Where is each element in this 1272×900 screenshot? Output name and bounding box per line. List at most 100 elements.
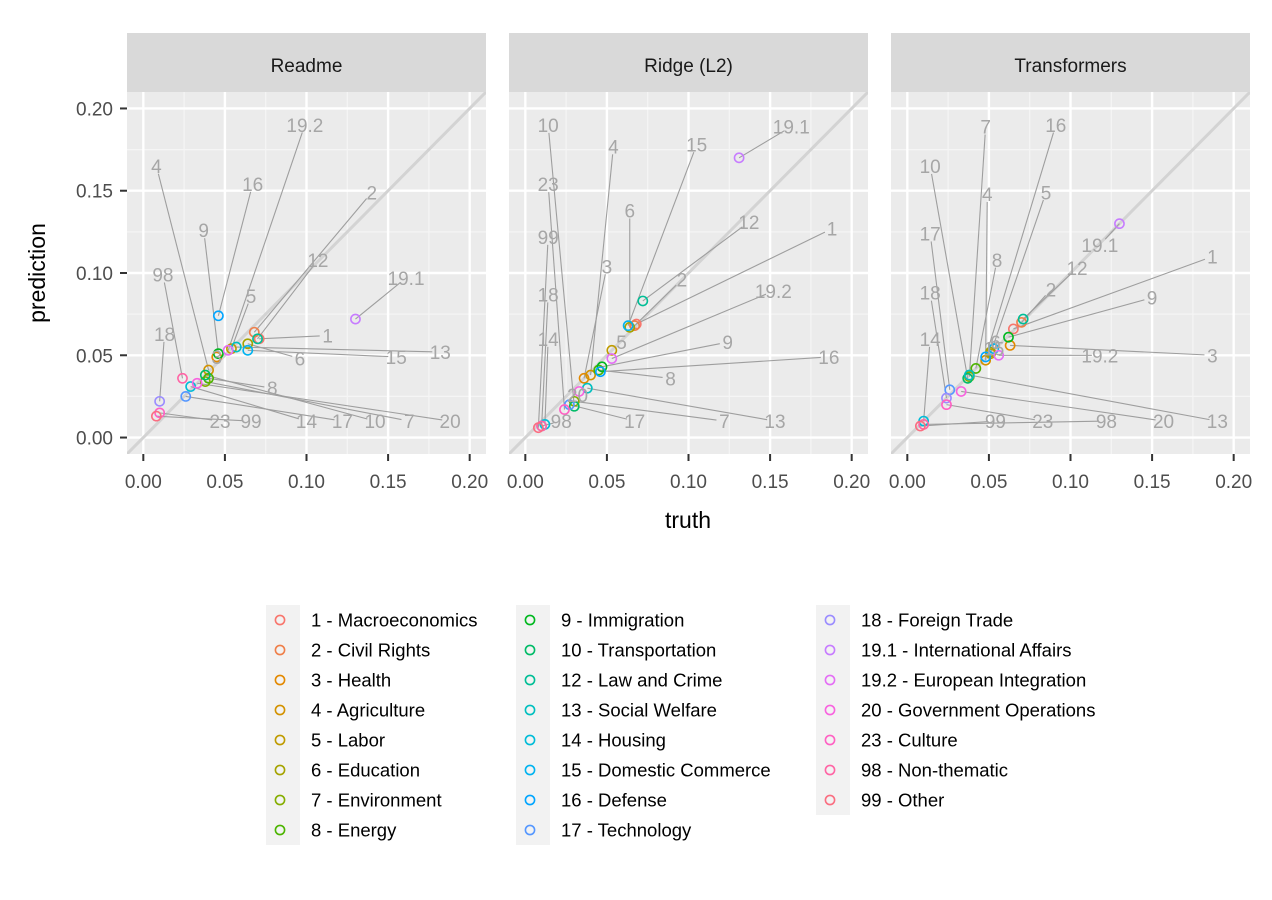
x-tick-label: 0.00: [507, 472, 544, 493]
legend-key: [824, 704, 836, 716]
point-label-12: 12: [307, 251, 328, 272]
plot-area: 123456789101213141516171819.119.22023989…: [509, 92, 868, 454]
data-point-9: [596, 361, 608, 373]
label-leader-line: [1013, 258, 1206, 330]
legend-label: 3 - Health: [311, 670, 391, 691]
point-label-9: 9: [1147, 289, 1158, 310]
label-leader-line: [930, 241, 951, 390]
data-point-16: [594, 366, 606, 378]
point-label-10: 10: [538, 116, 559, 137]
data-point-16: [212, 310, 224, 322]
x-tick-label: 0.15: [370, 472, 407, 493]
point-label-5: 5: [1041, 183, 1052, 204]
label-leader-line: [227, 132, 303, 351]
point-label-6: 6: [624, 201, 635, 222]
point-label-7: 7: [719, 412, 730, 433]
point-label-14: 14: [920, 330, 942, 351]
point-label-16: 16: [242, 175, 263, 196]
y-axis-title: prediction: [24, 223, 50, 323]
x-tick-label: 0.10: [288, 472, 325, 493]
point-label-4: 4: [982, 185, 993, 206]
data-point-9: [1003, 331, 1014, 343]
plot-area: 123456789101213141516171819.119.22023989…: [127, 92, 486, 454]
legend-key: [274, 794, 286, 806]
data-point-20: [955, 386, 967, 397]
x-axis-title: truth: [665, 507, 711, 533]
legend-key-background: [266, 605, 300, 845]
label-leader-line: [642, 226, 743, 302]
point-label-17: 17: [624, 412, 645, 433]
legend-item-19-1: 19.1 - International Affairs: [824, 640, 1071, 661]
point-label-13: 13: [430, 343, 451, 364]
x-tick-label: 0.20: [451, 472, 488, 493]
legend-key: [274, 674, 286, 686]
label-leader-line: [236, 346, 433, 353]
point-label-20: 20: [567, 386, 588, 407]
x-tick-label: 0.00: [889, 472, 926, 493]
label-leader-line: [990, 199, 1044, 354]
point-label-8: 8: [267, 379, 278, 400]
data-point-3: [578, 372, 590, 384]
point-label-13: 13: [764, 412, 785, 433]
legend-item-18: 18 - Foreign Trade: [824, 610, 1013, 631]
y-tick-label: 0.05: [76, 346, 113, 367]
legend-key: [274, 614, 286, 626]
data-point-23: [941, 399, 952, 411]
legend-label: 9 - Immigration: [561, 610, 684, 631]
point-label-3: 3: [211, 348, 222, 369]
label-leader-line: [1010, 344, 1205, 356]
point-label-15: 15: [983, 340, 1004, 361]
legend-label: 4 - Agriculture: [311, 700, 425, 721]
facet-strip: [127, 33, 486, 92]
data-point-19-1: [733, 152, 745, 164]
x-tick-label: 0.05: [970, 472, 1007, 493]
data-point-18: [941, 392, 952, 404]
label-leader-line: [975, 267, 997, 369]
label-leader-line: [985, 202, 988, 361]
facet-title: Readme: [271, 56, 343, 77]
point-label-19-2: 19.2: [286, 116, 323, 137]
label-leader-line: [247, 343, 293, 357]
point-label-19-2: 19.2: [1081, 346, 1118, 367]
label-leader-line: [601, 343, 720, 368]
legend-item-17: 17 - Technology: [524, 820, 692, 841]
legend-item-1: 1 - Macroeconomics: [274, 610, 478, 631]
legend-label: 7 - Environment: [311, 790, 442, 811]
legend-key: [524, 824, 536, 836]
facet-title: Ridge (L2): [644, 56, 733, 77]
x-tick-label: 0.05: [206, 472, 243, 493]
legend-label: 18 - Foreign Trade: [861, 610, 1013, 631]
data-point-6: [624, 321, 636, 333]
legend-item-13: 13 - Social Welfare: [524, 700, 717, 721]
label-leader-line: [185, 395, 335, 421]
point-label-12: 12: [738, 213, 759, 234]
point-label-99: 99: [538, 228, 559, 249]
data-point-1: [1007, 323, 1019, 335]
legend-item-4: 4 - Agriculture: [274, 700, 425, 721]
legend-item-10: 10 - Transportation: [524, 640, 716, 661]
legend-item-3: 3 - Health: [274, 670, 391, 691]
point-label-17: 17: [920, 225, 941, 246]
point-label-3: 3: [1207, 346, 1218, 367]
data-point-19-1: [1114, 218, 1125, 230]
point-label-1: 1: [322, 327, 333, 348]
legend-item-12: 12 - Law and Crime: [524, 670, 722, 691]
y-axis: 0.00 0.05 0.10 0.15 0.20: [76, 99, 127, 450]
x-tick-label: 0.00: [125, 472, 162, 493]
data-point-12: [1017, 313, 1029, 325]
point-label-98: 98: [152, 266, 173, 287]
legend-label: 1 - Macroeconomics: [311, 610, 478, 631]
point-label-16: 16: [1045, 116, 1066, 137]
legend-label: 19.1 - International Affairs: [861, 640, 1071, 661]
facet-strip: [891, 33, 1250, 92]
legend-item-15: 15 - Domestic Commerce: [524, 760, 771, 781]
data-point-19-2: [993, 349, 1005, 361]
point-label-18: 18: [538, 285, 559, 306]
point-label-23: 23: [1032, 412, 1053, 433]
label-leader-line: [156, 415, 244, 422]
y-tick-label: 0.10: [76, 264, 113, 285]
